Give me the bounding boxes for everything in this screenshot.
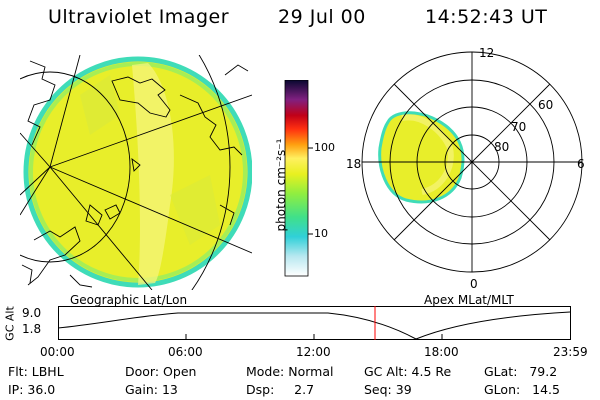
lat-label-60: 60 <box>538 98 554 112</box>
lat-label-70: 70 <box>511 120 527 134</box>
altitude-ylabel: GC Alt <box>3 306 17 341</box>
ip-value: 36.0 <box>27 382 56 397</box>
xtick-2359: 23:59 <box>553 345 588 359</box>
left-panel-label: Geographic Lat/Lon <box>70 293 188 307</box>
mlt-label-6: 6 <box>577 157 585 171</box>
time-label: 14:52:43 UT <box>425 6 548 28</box>
xtick-1200: 12:00 <box>296 345 331 359</box>
filter-info: Flt: LBHL <box>8 364 64 379</box>
altitude-plot <box>58 306 571 340</box>
glat-value: 79.2 <box>529 364 558 379</box>
altitude-curve <box>58 311 571 340</box>
gain-label: Gain: <box>125 382 158 397</box>
glat-info: GLat: 79.2 <box>484 364 557 379</box>
gain-value: 13 <box>161 382 178 397</box>
geographic-image <box>20 55 252 290</box>
glon-info: GLon: 14.5 <box>484 382 560 397</box>
xtick-0000: 00:00 <box>40 345 75 359</box>
geo-graticule <box>20 55 252 290</box>
dsp-info: Dsp: 2.7 <box>246 382 314 397</box>
altitude-ytick-low: 1.8 <box>22 322 42 336</box>
seq-value: 39 <box>395 382 412 397</box>
lat-label-80: 80 <box>494 140 510 154</box>
xtick-0600: 06:00 <box>168 345 203 359</box>
seq-info: Seq: 39 <box>364 382 412 397</box>
glon-value: 14.5 <box>532 382 560 397</box>
glat-label: GLat: <box>484 364 518 379</box>
colorbar-tick-100: 100 <box>314 141 335 154</box>
mode-info: Mode: Normal <box>246 364 334 379</box>
right-panel-label: Apex MLat/MLT <box>424 293 514 307</box>
mlt-label-0: 0 <box>470 277 478 291</box>
ip-label: IP: <box>8 382 24 397</box>
ip-info: IP: 36.0 <box>8 382 55 397</box>
door-value: Open <box>163 364 197 379</box>
gcalt-value: 4.5 Re <box>411 364 452 379</box>
altitude-ytick-high: 9.0 <box>22 306 42 320</box>
polar-plot <box>361 51 583 273</box>
gain-info: Gain: 13 <box>125 382 178 397</box>
gcalt-info: GC Alt: 4.5 Re <box>364 364 451 379</box>
filter-label: Flt: <box>8 364 28 379</box>
color-bar <box>284 80 313 277</box>
coastlines <box>21 60 249 288</box>
filter-value: LBHL <box>31 364 64 379</box>
door-label: Door: <box>125 364 160 379</box>
xtick-1800: 18:00 <box>424 345 459 359</box>
mode-label: Mode: <box>246 364 285 379</box>
door-info: Door: Open <box>125 364 196 379</box>
mlt-label-18: 18 <box>346 157 362 171</box>
dsp-value: 2.7 <box>294 382 315 397</box>
instrument-title: Ultraviolet Imager <box>48 6 230 28</box>
mlt-label-12: 12 <box>479 46 495 60</box>
gcalt-label: GC Alt: <box>364 364 408 379</box>
colorbar-tick-10: 10 <box>314 227 328 240</box>
seq-label: Seq: <box>364 382 392 397</box>
glon-label: GLon: <box>484 382 521 397</box>
mode-value: Normal <box>288 364 334 379</box>
colorbar-label: photon cm⁻²s⁻¹ <box>274 138 288 232</box>
date-label: 29 Jul 00 <box>278 6 366 28</box>
dsp-label: Dsp: <box>246 382 275 397</box>
